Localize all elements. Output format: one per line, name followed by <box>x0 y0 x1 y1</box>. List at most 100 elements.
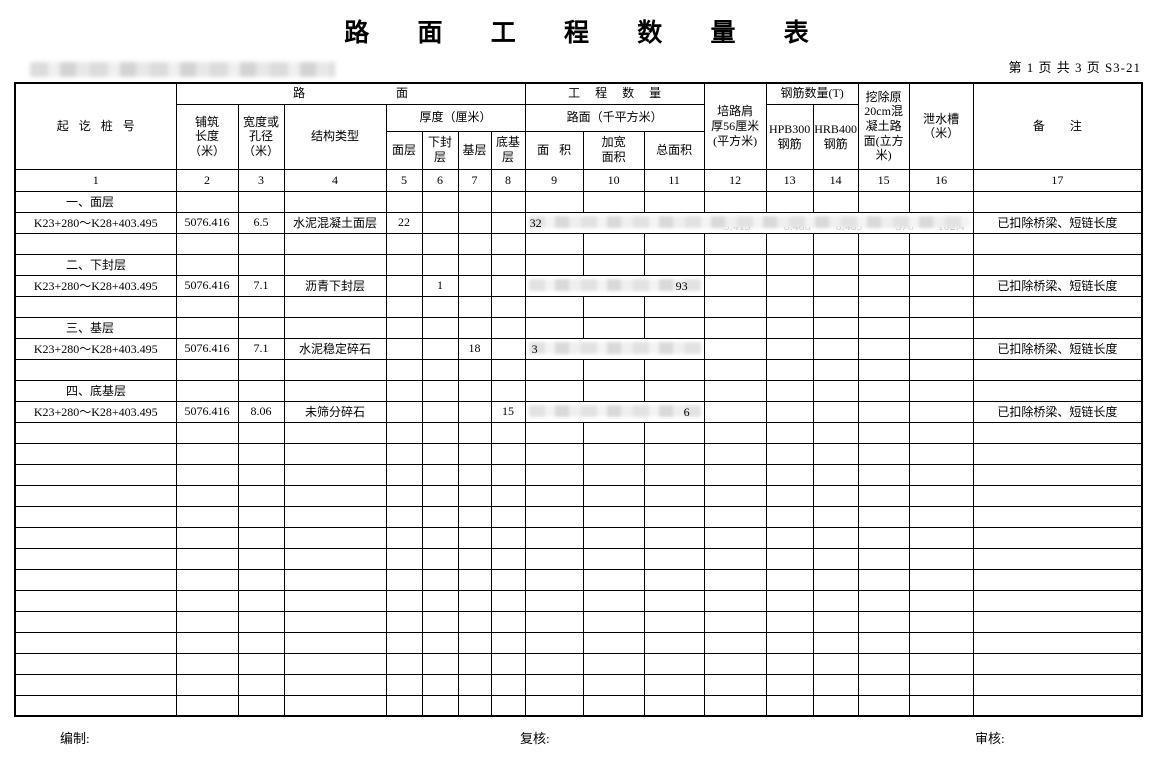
cell-c4 <box>283 631 387 654</box>
cell-c2 <box>175 295 239 318</box>
cell-c16 <box>908 484 974 507</box>
cell-c10 <box>582 190 645 213</box>
header-pavement-unit-group: 路面（千平方米） <box>524 103 705 132</box>
cell-c3 <box>237 316 285 339</box>
cell-text: 5076.416 <box>184 278 230 292</box>
cell-text: 7.1 <box>253 341 269 355</box>
cell-c10 <box>582 379 645 402</box>
cell-c9 <box>524 253 584 276</box>
cell-c17 <box>972 505 1143 528</box>
redacted-value <box>528 404 701 417</box>
cell-c9 <box>524 505 584 528</box>
table-row: K23+280～K28+403.495 5076.416 7.1 沥青下封层 1 93 已扣… <box>14 274 1143 297</box>
footer-prepared-label: 编制: <box>60 731 90 746</box>
cell-c2 <box>175 652 239 675</box>
cell-c2 <box>175 421 239 444</box>
table-row <box>14 694 1143 717</box>
column-number-9: 9 <box>524 168 584 192</box>
cell-c5 <box>385 316 423 339</box>
cell-c5 <box>385 505 423 528</box>
table-row <box>14 673 1143 696</box>
cell-c8 <box>490 631 526 654</box>
cell-c15 <box>857 379 910 402</box>
cell-c3 <box>237 295 285 318</box>
cell-c14 <box>812 421 859 444</box>
cell-text: 7.1 <box>253 278 269 292</box>
cell-text: 5076.416 <box>184 215 230 229</box>
cell-c13 <box>765 484 814 507</box>
cell-c2 <box>175 316 239 339</box>
header-thickness-subbase: 底基 层 <box>490 130 526 170</box>
cell-c17 <box>972 568 1143 591</box>
cell-c3 <box>237 673 285 696</box>
cell-c14 <box>812 190 859 213</box>
cell-c6 <box>421 526 459 549</box>
cell-c6 <box>421 442 459 465</box>
cell-c11 <box>643 610 705 633</box>
header-row-1: 起 讫 桩 号 路 面 工 程 数 量 培路肩 厚56厘米 (平方米) 钢筋数量… <box>14 82 1143 170</box>
cell-c2 <box>175 253 239 276</box>
cell-c7 <box>457 211 492 234</box>
cell-c11 <box>643 589 705 612</box>
cell-c14 <box>812 442 859 465</box>
cell-c4 <box>283 190 387 213</box>
cell-c4 <box>283 568 387 591</box>
table-row <box>14 358 1143 381</box>
cell-c10 <box>582 673 645 696</box>
cell-c2 <box>175 232 239 255</box>
cell-c1 <box>14 589 177 612</box>
cell-c9 <box>524 190 584 213</box>
header-quantity-group: 工 程 数 量 <box>524 82 705 105</box>
header-thickness-lower-seal: 下封层 <box>421 130 459 170</box>
cell-c14 <box>812 379 859 402</box>
cell-c16 <box>908 337 974 360</box>
cell-c17 <box>972 652 1143 675</box>
cell-c9: 6 <box>524 400 705 423</box>
cell-c2 <box>175 358 239 381</box>
cell-c2 <box>175 589 239 612</box>
cell-text: 18 <box>468 341 481 355</box>
cell-c11 <box>643 526 705 549</box>
cell-c3 <box>237 526 285 549</box>
cell-c10 <box>582 358 645 381</box>
cell-c10 <box>582 631 645 654</box>
cell-c3 <box>237 253 285 276</box>
table-row <box>14 568 1143 591</box>
cell-c14 <box>812 295 859 318</box>
header-widened-area: 加宽 面积 <box>582 130 645 170</box>
cell-c4 <box>283 694 387 717</box>
cell-c3 <box>237 505 285 528</box>
cell-c16 <box>908 190 974 213</box>
cell-c12 <box>703 568 767 591</box>
table-row: 三、基层 <box>14 316 1143 339</box>
cell-c3 <box>237 568 285 591</box>
cell-c5 <box>385 652 423 675</box>
cell-c13 <box>765 337 814 360</box>
cell-c12 <box>703 400 767 423</box>
cell-c17 <box>972 190 1143 213</box>
cell-c2 <box>175 568 239 591</box>
cell-c7 <box>457 694 492 717</box>
cell-text: K23+280～K28+403.495 <box>33 405 158 419</box>
header-structure-type: 结构类型 <box>283 103 387 170</box>
cell-c3 <box>237 589 285 612</box>
cell-c7 <box>457 610 492 633</box>
table-row <box>14 526 1143 549</box>
footer-approved-label: 审核: <box>975 731 1005 746</box>
cell-c4: 沥青下封层 <box>283 274 387 297</box>
cell-c13 <box>765 316 814 339</box>
cell-c1 <box>14 295 177 318</box>
cell-c3 <box>237 190 285 213</box>
cell-c16 <box>908 694 974 717</box>
cell-c13 <box>765 190 814 213</box>
cell-c16 <box>908 547 974 570</box>
cell-c9 <box>524 547 584 570</box>
cell-c1: 三、基层 <box>14 316 177 339</box>
column-number-7: 7 <box>457 168 492 192</box>
cell-c7 <box>457 631 492 654</box>
cell-c15 <box>857 568 910 591</box>
cell-c16 <box>908 652 974 675</box>
cell-c15 <box>857 526 910 549</box>
cell-c7 <box>457 568 492 591</box>
page-number-info: 第 1 页 共 3 页 S3-21 <box>1008 60 1141 75</box>
